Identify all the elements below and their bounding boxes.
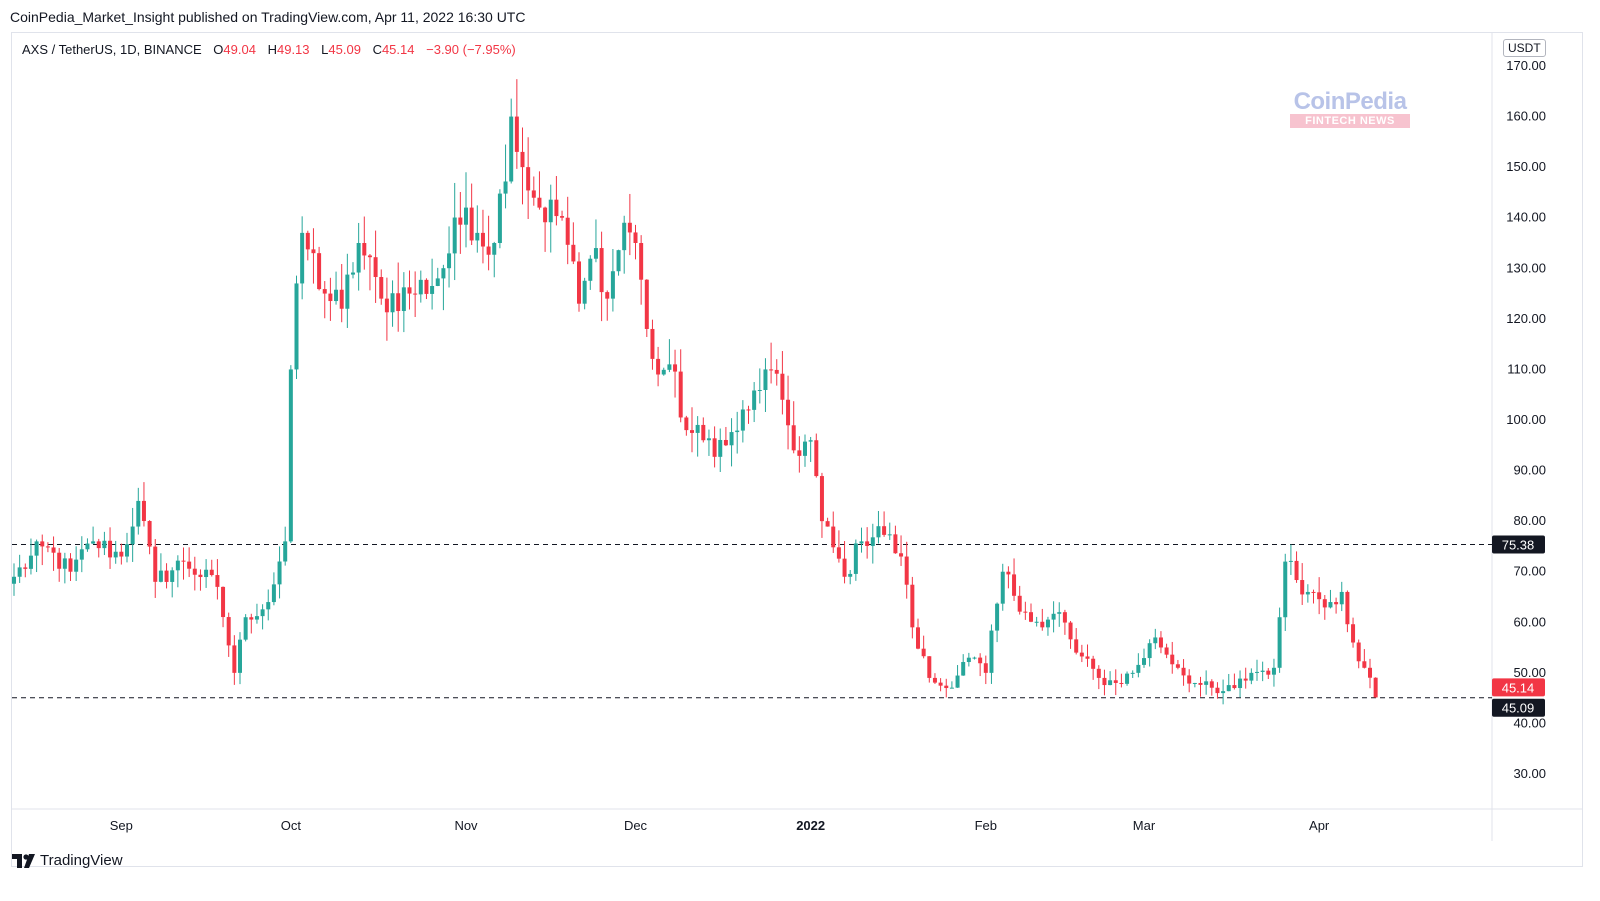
change-value: −3.90 (−7.95%) <box>426 42 516 57</box>
low-value: 45.09 <box>328 42 361 57</box>
low-label: L <box>321 42 329 57</box>
tradingview-logo-icon <box>12 853 35 868</box>
high-label: H <box>267 42 277 57</box>
open-value: 49.04 <box>223 42 256 57</box>
tradingview-brand: TradingView <box>40 852 123 869</box>
high-value: 49.13 <box>276 42 310 57</box>
open-label: O <box>213 42 224 57</box>
coinpedia-watermark: CoinPedia FINTECH NEWS <box>1290 88 1410 128</box>
currency-unit-button[interactable]: USDT <box>1503 39 1546 57</box>
watermark-sub: FINTECH NEWS <box>1290 114 1410 128</box>
close-value: 45.14 <box>381 42 415 57</box>
watermark-main: CoinPedia <box>1293 88 1407 115</box>
symbol-legend: AXS / TetherUS, 1D, BINANCE O49.04 H49.1… <box>22 42 524 57</box>
chart-frame[interactable] <box>11 32 1583 867</box>
publish-info: CoinPedia_Market_Insight published on Tr… <box>10 9 526 25</box>
tradingview-footer[interactable]: TradingView <box>12 852 123 869</box>
symbol-name[interactable]: AXS / TetherUS, 1D, BINANCE <box>22 42 202 57</box>
close-label: C <box>372 42 382 57</box>
